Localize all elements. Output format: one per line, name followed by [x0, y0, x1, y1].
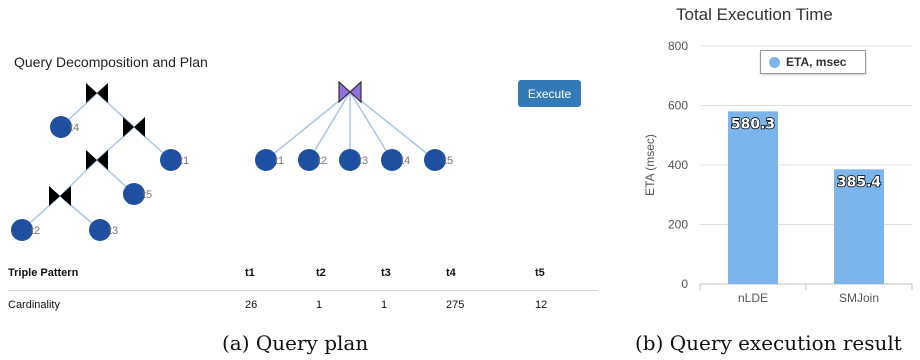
execute-button[interactable]: Execute	[518, 80, 581, 107]
plan-title: Query Decomposition and Plan	[14, 54, 208, 70]
caption-query-plan: (a) Query plan	[222, 331, 369, 355]
legend-marker	[769, 56, 780, 68]
node-label: t5	[444, 155, 453, 167]
tree-node-t1[interactable]: t1	[160, 149, 189, 171]
legend-label: ETA, msec	[786, 55, 847, 69]
table-header-label: Triple Pattern	[8, 267, 79, 279]
star-edge	[308, 91, 351, 161]
join-icon	[49, 186, 71, 206]
table-col-header: t4	[446, 267, 456, 279]
tree-node-t3[interactable]: t3	[89, 219, 118, 241]
star-edge	[349, 91, 393, 161]
node-label: t5	[143, 189, 152, 201]
node-label: t2	[31, 225, 40, 237]
node-circle	[255, 149, 277, 171]
node-label: t1	[275, 155, 284, 167]
tree-edges	[21, 92, 172, 231]
node-circle	[89, 219, 111, 241]
table-cell: 275	[446, 299, 465, 311]
join-icon	[123, 117, 145, 137]
table-row-label: Cardinality	[8, 299, 60, 311]
tree-edge	[59, 159, 98, 197]
node-label: t3	[359, 155, 368, 167]
caption-execution-result: (b) Query execution result	[635, 331, 902, 355]
node-circle	[11, 219, 33, 241]
star-edge	[265, 91, 351, 161]
join-icon	[86, 150, 108, 170]
node-circle	[298, 149, 320, 171]
table-divider	[8, 290, 598, 291]
tree-node-t5[interactable]: t5	[123, 183, 152, 205]
chart-title: Total Execution Time	[676, 5, 833, 24]
table-col-header: t3	[381, 267, 391, 279]
tree-edge	[96, 92, 135, 128]
node-label: t4	[70, 122, 79, 134]
tree-node-t4[interactable]: t4	[50, 116, 79, 138]
table-cell: 26	[245, 299, 258, 311]
node-circle	[123, 183, 145, 205]
table-cell: 1	[316, 299, 323, 311]
node-circle	[424, 149, 446, 171]
node-label: t2	[318, 155, 327, 167]
star-node-t3[interactable]: t3	[339, 149, 368, 171]
star-edge	[349, 91, 436, 161]
node-circle	[50, 116, 72, 138]
node-circle	[160, 149, 182, 171]
node-label: t1	[180, 155, 189, 167]
table-col-header: t5	[535, 267, 545, 279]
chart-legend[interactable]: ETA, msec	[760, 50, 866, 74]
star-node-t4[interactable]: t4	[381, 149, 410, 171]
star-node-t5[interactable]: t5	[424, 149, 453, 171]
node-circle	[381, 149, 403, 171]
node-label: t4	[401, 155, 410, 167]
table-cell: 1	[381, 299, 388, 311]
join-icon	[86, 83, 108, 103]
star-node-t2[interactable]: t2	[298, 149, 327, 171]
table-cell: 12	[535, 299, 548, 311]
star-edges	[265, 91, 436, 161]
node-label: t3	[109, 225, 118, 237]
node-circle	[339, 149, 361, 171]
table-col-header: t1	[245, 267, 255, 279]
tree-node-t2[interactable]: t2	[11, 219, 40, 241]
star-node-t1[interactable]: t1	[255, 149, 284, 171]
join-icon	[338, 80, 362, 104]
table-col-header: t2	[316, 267, 326, 279]
